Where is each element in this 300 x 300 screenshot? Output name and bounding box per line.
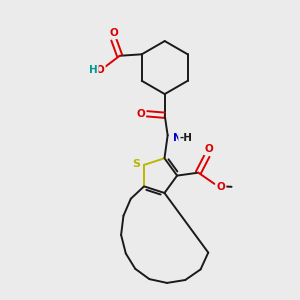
Text: O: O (110, 28, 118, 38)
Text: O: O (96, 65, 105, 76)
Text: -H: -H (179, 133, 192, 143)
Text: H: H (89, 65, 98, 76)
Text: O: O (136, 109, 145, 119)
Text: S: S (132, 159, 140, 169)
Text: N: N (173, 133, 182, 143)
Text: O: O (204, 144, 213, 154)
Text: O: O (217, 182, 225, 192)
